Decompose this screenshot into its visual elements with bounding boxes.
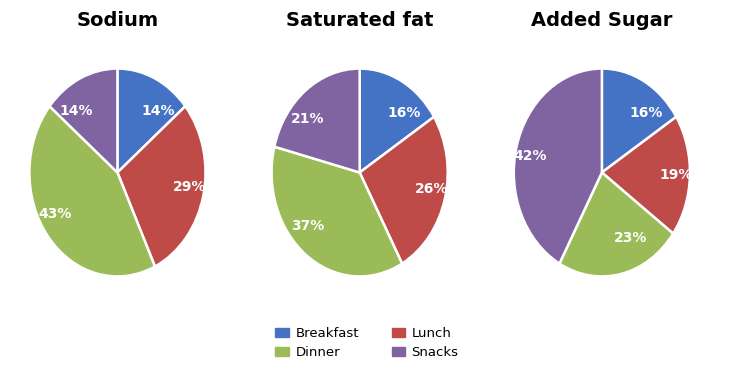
Wedge shape bbox=[50, 69, 117, 172]
Wedge shape bbox=[117, 69, 185, 172]
Wedge shape bbox=[360, 117, 448, 264]
Text: 26%: 26% bbox=[415, 182, 448, 196]
Wedge shape bbox=[514, 69, 602, 264]
Text: 42%: 42% bbox=[513, 149, 546, 163]
Wedge shape bbox=[117, 106, 206, 267]
Wedge shape bbox=[272, 147, 402, 276]
Wedge shape bbox=[559, 172, 673, 276]
Text: 16%: 16% bbox=[630, 106, 663, 120]
Text: 21%: 21% bbox=[291, 112, 324, 126]
Text: 23%: 23% bbox=[614, 231, 647, 245]
Wedge shape bbox=[29, 106, 155, 276]
Wedge shape bbox=[275, 69, 360, 172]
Title: Added Sugar: Added Sugar bbox=[531, 11, 672, 30]
Title: Sodium: Sodium bbox=[76, 11, 159, 30]
Wedge shape bbox=[602, 69, 676, 172]
Wedge shape bbox=[360, 69, 434, 172]
Legend: Breakfast, Dinner, Lunch, Snacks: Breakfast, Dinner, Lunch, Snacks bbox=[270, 321, 464, 364]
Wedge shape bbox=[602, 117, 690, 234]
Text: 14%: 14% bbox=[142, 104, 175, 118]
Title: Saturated fat: Saturated fat bbox=[286, 11, 433, 30]
Text: 29%: 29% bbox=[173, 180, 207, 194]
Text: 14%: 14% bbox=[59, 104, 93, 118]
Text: 43%: 43% bbox=[39, 207, 72, 221]
Text: 37%: 37% bbox=[291, 219, 324, 233]
Text: 19%: 19% bbox=[659, 168, 692, 182]
Text: 16%: 16% bbox=[388, 106, 421, 120]
